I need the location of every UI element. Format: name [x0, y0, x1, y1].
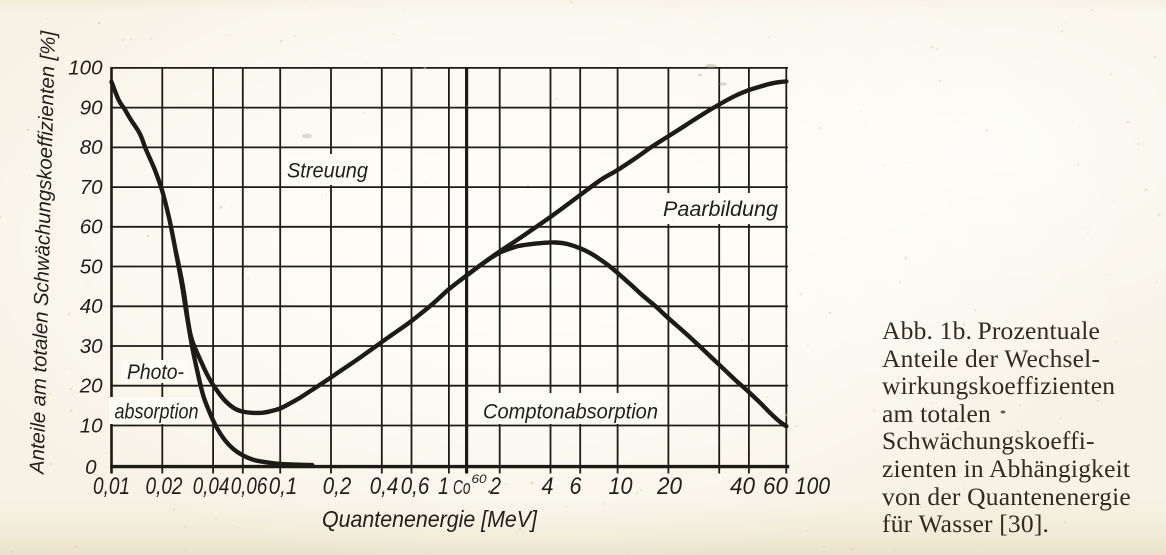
svg-text:Comptonabsorption: Comptonabsorption: [483, 400, 658, 424]
svg-text:40: 40: [80, 295, 103, 318]
svg-text:Anteile am totalen Schwächungs: Anteile am totalen Schwächungskoeffizien…: [25, 29, 60, 476]
svg-text:0,01: 0,01: [93, 473, 130, 500]
svg-text:20: 20: [656, 473, 683, 500]
svg-text:10: 10: [80, 414, 103, 437]
svg-text:50: 50: [80, 255, 103, 278]
svg-text:6: 6: [570, 473, 583, 500]
svg-text:Photo-: Photo-: [127, 360, 184, 384]
svg-text:60: 60: [80, 216, 103, 239]
svg-text:0,02: 0,02: [146, 473, 183, 500]
svg-text:0,1: 0,1: [269, 473, 298, 500]
svg-text:Paarbildung: Paarbildung: [663, 197, 778, 221]
svg-text:80: 80: [80, 136, 103, 159]
svg-text:90: 90: [80, 96, 103, 119]
svg-text:Quantenenergie [MeV]: Quantenenergie [MeV]: [322, 506, 537, 532]
svg-text:60: 60: [472, 472, 487, 486]
svg-text:10: 10: [609, 473, 634, 500]
svg-text:0,06: 0,06: [231, 473, 268, 500]
svg-text:0,04: 0,04: [193, 473, 230, 500]
svg-text:100: 100: [68, 57, 103, 80]
svg-text:Streuung: Streuung: [287, 159, 368, 183]
svg-text:4: 4: [542, 473, 554, 500]
svg-text:100: 100: [795, 473, 831, 500]
svg-text:30: 30: [80, 335, 103, 358]
svg-text:0,6: 0,6: [401, 473, 430, 500]
svg-text:0: 0: [85, 456, 97, 479]
svg-text:60: 60: [763, 473, 789, 500]
svg-text:70: 70: [80, 176, 103, 199]
svg-text:1: 1: [438, 473, 449, 500]
svg-text:40: 40: [730, 473, 756, 500]
svg-text:20: 20: [79, 375, 103, 398]
svg-text:absorption: absorption: [115, 400, 199, 424]
svg-text:.: .: [488, 477, 493, 497]
svg-text:Co: Co: [453, 477, 471, 499]
svg-text:2: 2: [489, 473, 501, 500]
svg-text:0,2: 0,2: [323, 473, 352, 500]
svg-text:0,4: 0,4: [370, 473, 399, 500]
